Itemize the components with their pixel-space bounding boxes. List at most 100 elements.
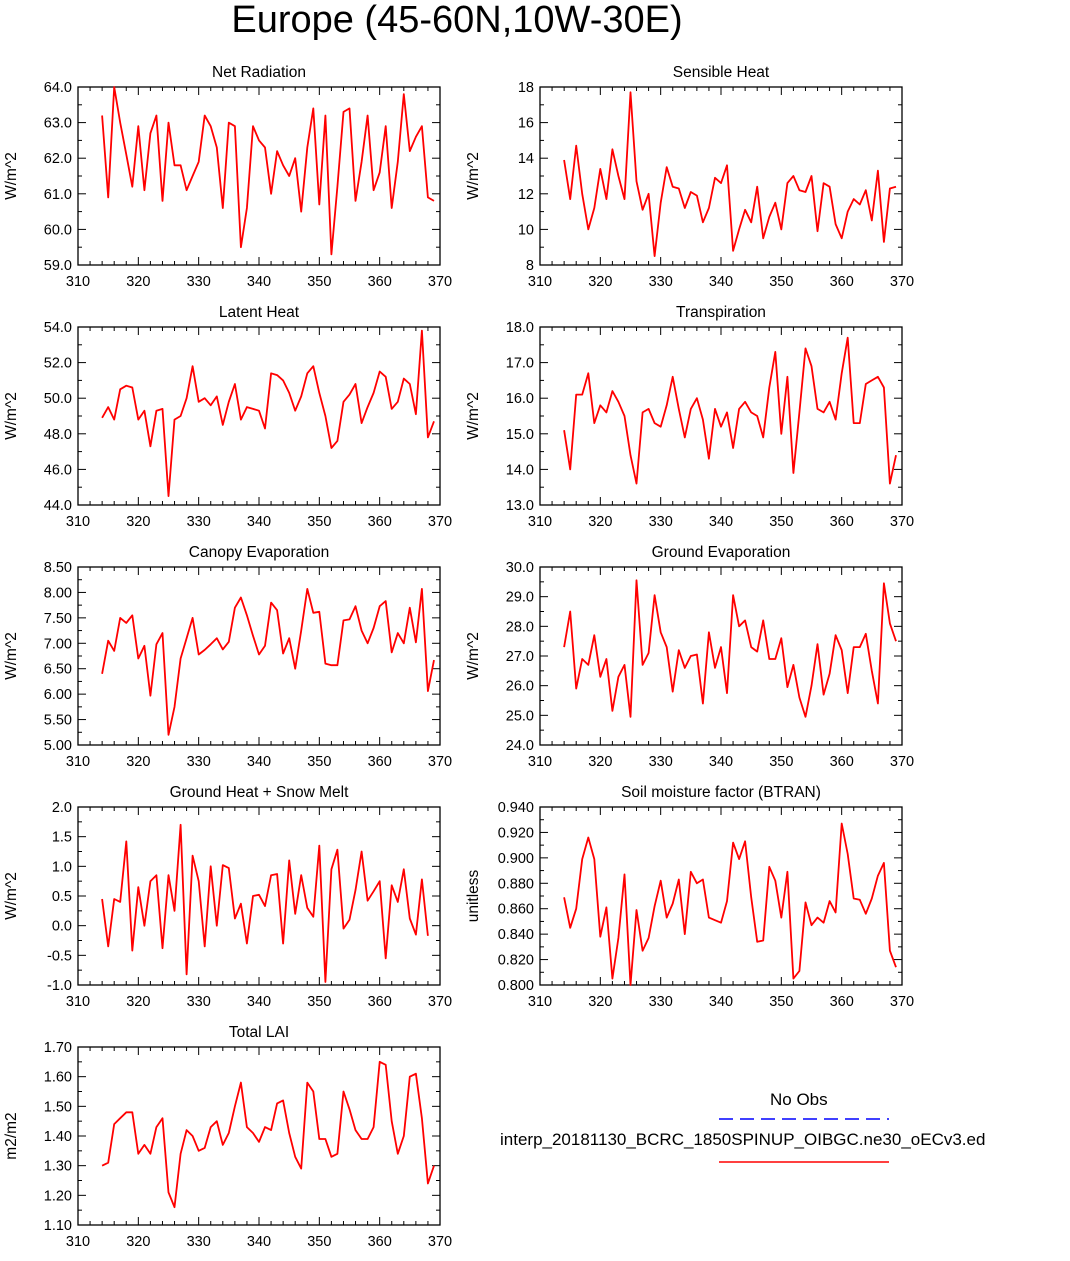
series-line — [101, 329, 435, 498]
y-axis-label: W/m^2 — [465, 152, 482, 200]
x-tick-label: 360 — [830, 754, 854, 770]
x-tick-label: 350 — [769, 274, 793, 290]
y-tick-label: 0.920 — [498, 825, 534, 841]
x-tick-label: 350 — [769, 754, 793, 770]
y-tick-label: 27.0 — [506, 649, 534, 665]
x-tick-label: 370 — [890, 994, 914, 1010]
series-line — [101, 823, 429, 983]
legend-obs-label: No Obs — [770, 1090, 828, 1109]
x-tick-label: 330 — [187, 514, 211, 530]
y-tick-label: 0.5 — [52, 889, 72, 905]
y-tick-label: 0.940 — [498, 800, 534, 816]
figure-title: Europe (45-60N,10W-30E) — [231, 0, 683, 41]
x-tick-label: 340 — [709, 994, 733, 1010]
y-tick-label: -0.5 — [47, 948, 72, 964]
x-tick-label: 320 — [588, 754, 612, 770]
legend-swatches — [719, 1118, 889, 1163]
series-line — [101, 1060, 435, 1209]
y-tick-label: 7.00 — [44, 636, 72, 652]
chart-panel: 310 320 330 340 350 360 370 5.00 5.50 6.00 6.50 7.0… — [3, 544, 452, 770]
x-tick-label: 370 — [890, 754, 914, 770]
y-tick-label: 24.0 — [506, 738, 534, 754]
x-tick-label: 310 — [66, 274, 90, 290]
x-tick-label: 320 — [126, 754, 150, 770]
y-tick-label: 61.0 — [44, 187, 72, 203]
chart-panel: 310 320 330 340 350 360 370 8 10 12 14 16 18 Sensible… — [465, 64, 914, 290]
x-tick-label: 310 — [66, 994, 90, 1010]
y-tick-label: 14.0 — [506, 462, 534, 478]
x-tick-label: 360 — [830, 274, 854, 290]
plot-frame — [77, 326, 441, 506]
chart-panel: 310 320 330 340 350 360 370 44.0 46.0 48.0 50.0 52.… — [3, 304, 452, 530]
y-tick-label: 5.00 — [44, 738, 72, 754]
chart-panel: 310 320 330 340 350 360 370 13.0 14.0 15.0 16.0 17.… — [465, 304, 914, 530]
x-tick-label: 330 — [649, 274, 673, 290]
x-tick-label: 350 — [307, 514, 331, 530]
x-tick-label: 350 — [307, 754, 331, 770]
y-tick-label: 64.0 — [44, 80, 72, 96]
x-tick-label: 340 — [247, 754, 271, 770]
x-tick-label: 330 — [187, 754, 211, 770]
plot-frame — [539, 86, 903, 266]
chart-panel: 310 320 330 340 350 360 370 0.800 0.820 0.840 0.86… — [465, 784, 914, 1010]
chart-panel: 310 320 330 340 350 360 370 24.0 25.0 26.0 27.0 28.… — [465, 544, 914, 770]
series-line — [101, 86, 435, 256]
y-tick-label: 48.0 — [44, 427, 72, 443]
y-tick-label: 6.00 — [44, 687, 72, 703]
x-tick-label: 310 — [66, 514, 90, 530]
x-tick-label: 310 — [66, 1234, 90, 1250]
y-axis-label: W/m^2 — [3, 872, 20, 920]
y-tick-label: 13.0 — [506, 498, 534, 514]
x-tick-label: 370 — [428, 274, 452, 290]
y-tick-label: 25.0 — [506, 708, 534, 724]
y-tick-label: 0.0 — [52, 919, 72, 935]
x-tick-label: 350 — [769, 514, 793, 530]
y-axis-label: m2/m2 — [3, 1112, 20, 1159]
x-tick-label: 340 — [247, 274, 271, 290]
x-tick-label: 360 — [368, 274, 392, 290]
y-tick-label: 5.50 — [44, 713, 72, 729]
y-tick-label: 18 — [518, 80, 534, 96]
x-tick-label: 370 — [890, 274, 914, 290]
x-tick-label: 320 — [588, 994, 612, 1010]
y-tick-label: 1.10 — [44, 1218, 72, 1234]
series-line — [563, 91, 897, 258]
series-line — [563, 822, 897, 986]
x-tick-label: 360 — [368, 994, 392, 1010]
legend-model-label: interp_20181130_BCRC_1850SPINUP_OIBGC.ne… — [500, 1130, 986, 1149]
x-tick-label: 310 — [528, 994, 552, 1010]
chart-panel: 310 320 330 340 350 360 370 -1.0 -0.5 0.0 0.5 1.0 1.… — [3, 784, 452, 1010]
x-tick-label: 350 — [307, 994, 331, 1010]
y-tick-label: 44.0 — [44, 498, 72, 514]
x-tick-label: 330 — [187, 1234, 211, 1250]
plot-frame — [77, 86, 441, 266]
panel-title: Net Radiation — [212, 64, 306, 81]
x-tick-label: 360 — [368, 754, 392, 770]
series-line — [101, 588, 435, 736]
x-tick-label: 370 — [428, 754, 452, 770]
y-tick-label: 8.00 — [44, 585, 72, 601]
y-tick-label: 12 — [518, 187, 534, 203]
x-tick-label: 330 — [187, 274, 211, 290]
x-tick-label: 330 — [187, 994, 211, 1010]
x-tick-label: 320 — [126, 514, 150, 530]
x-tick-label: 320 — [588, 514, 612, 530]
x-tick-label: 360 — [368, 1234, 392, 1250]
y-tick-label: 28.0 — [506, 619, 534, 635]
y-tick-label: 1.5 — [52, 830, 72, 846]
y-tick-label: 2.0 — [52, 800, 72, 816]
x-tick-label: 340 — [709, 514, 733, 530]
y-tick-label: 18.0 — [506, 320, 534, 336]
y-tick-label: -1.0 — [47, 978, 72, 994]
y-tick-label: 59.0 — [44, 258, 72, 274]
x-tick-label: 330 — [649, 514, 673, 530]
y-tick-label: 1.30 — [44, 1159, 72, 1175]
x-tick-label: 330 — [649, 994, 673, 1010]
series-line — [563, 579, 897, 718]
x-tick-label: 350 — [769, 994, 793, 1010]
x-tick-label: 360 — [368, 514, 392, 530]
x-tick-label: 310 — [66, 754, 90, 770]
x-tick-label: 360 — [830, 994, 854, 1010]
y-tick-label: 0.900 — [498, 851, 534, 867]
y-tick-label: 17.0 — [506, 356, 534, 372]
